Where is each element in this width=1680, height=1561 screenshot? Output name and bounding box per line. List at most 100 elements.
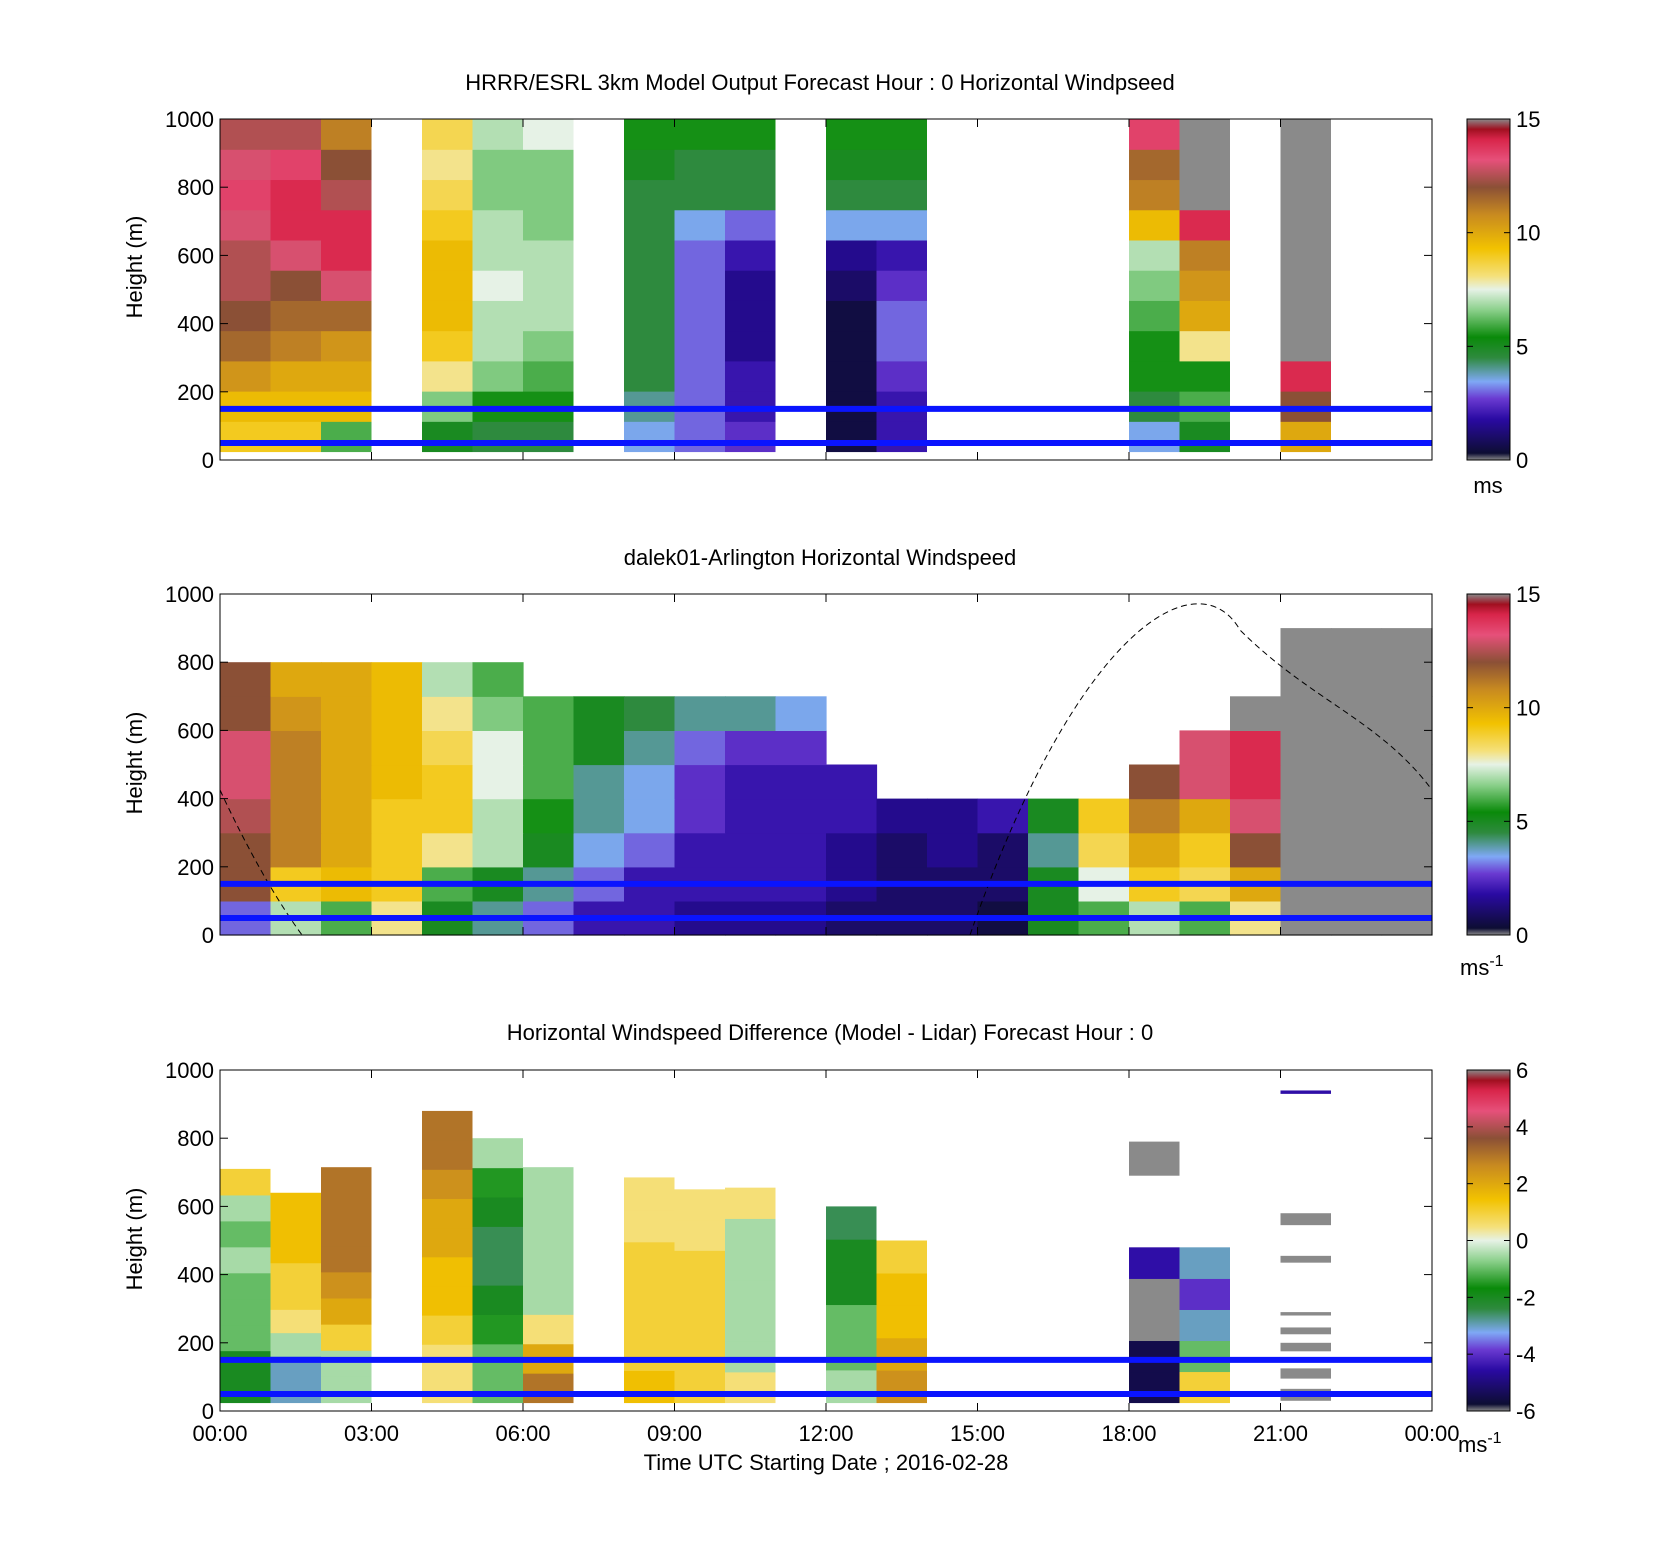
heatmap-cell: [1331, 764, 1383, 800]
heatmap-cell: [321, 798, 373, 834]
heatmap-cell: [220, 179, 271, 211]
heatmap-cell: [422, 730, 474, 766]
heatmap-cell: [1280, 832, 1332, 868]
heatmap-cell: [321, 1167, 372, 1194]
colorbar-tick-label: 0: [1516, 1229, 1528, 1254]
x-tick-label: 06:00: [495, 1421, 550, 1446]
heatmap-patch: [1280, 1368, 1331, 1379]
y-tick-label: 800: [177, 175, 214, 200]
heatmap-cell: [321, 270, 372, 301]
heatmap-cell: [523, 119, 574, 150]
heatmap-cell: [1280, 209, 1331, 241]
heatmap-cell: [826, 149, 877, 181]
heatmap-cell: [573, 730, 625, 766]
heatmap-cell: [725, 1279, 776, 1312]
heatmap-cell: [220, 1324, 271, 1352]
colorbar-tick-label: 5: [1516, 809, 1528, 834]
heatmap-cell: [1381, 730, 1433, 766]
heatmap-cell: [1129, 1309, 1180, 1342]
heatmap-cell: [725, 360, 776, 392]
heatmap-cell: [220, 300, 271, 332]
heatmap-cell: [472, 209, 523, 241]
heatmap-cell: [220, 270, 271, 301]
heatmap-cell: [775, 730, 827, 766]
heatmap-cell: [220, 1194, 271, 1222]
heatmap-cell: [826, 1206, 877, 1240]
heatmap-cell: [472, 1285, 523, 1315]
y-tick-label: 800: [177, 650, 214, 675]
y-tick-label: 1000: [165, 582, 214, 607]
colorbar-tick-label: -6: [1516, 1399, 1536, 1424]
heatmap-cell: [523, 270, 574, 301]
heatmap-cell: [624, 1370, 675, 1404]
heatmap-cell: [876, 1370, 927, 1404]
colorbar-tick-label: 10: [1516, 221, 1540, 246]
heatmap-cell: [725, 1371, 776, 1404]
heatmap-cell: [523, 330, 574, 362]
x-axis-ticks: [219, 1070, 1433, 1411]
heatmap-cell: [624, 270, 675, 301]
heatmap-cell: [523, 239, 574, 271]
heatmap-cell: [1381, 832, 1433, 868]
heatmap-cell: [220, 1272, 271, 1300]
y-axis-label: Height (m): [122, 1188, 147, 1291]
heatmap-cell: [1179, 798, 1231, 834]
heatmap-cell: [523, 832, 575, 868]
heatmap-cell: [220, 1350, 271, 1378]
heatmap-cell: [371, 662, 423, 697]
heatmap-cell: [674, 798, 726, 834]
heatmap-cell: [472, 798, 524, 834]
heatmap-cell: [826, 832, 878, 868]
heatmap-cell: [371, 730, 423, 766]
heatmap-cell: [725, 1218, 776, 1250]
heatmap-cell: [674, 239, 725, 271]
heatmap-cell: [1179, 1309, 1230, 1342]
x-tick-label: 15:00: [950, 1421, 1005, 1446]
heatmap-cell: [321, 764, 373, 800]
heatmap-cell: [1331, 662, 1383, 697]
heatmap-cell: [674, 764, 726, 800]
heatmap-cell: [220, 832, 272, 868]
heatmap-cell: [472, 360, 523, 392]
heatmap-cell: [826, 179, 877, 211]
heatmap-cell: [523, 1314, 574, 1345]
heatmap-cell: [1179, 330, 1230, 362]
heatmap-cell: [472, 1226, 523, 1257]
heatmap-cell: [826, 119, 877, 150]
heatmap-cell: [1179, 730, 1231, 766]
heatmap-cell: [270, 239, 321, 271]
heatmap-cell: [1129, 179, 1180, 211]
heatmap-cell: [523, 209, 574, 241]
heatmap-cell: [624, 832, 676, 868]
heatmap-cell: [624, 119, 675, 150]
heatmap-cell: [1381, 764, 1433, 800]
heatmap-cell: [321, 1245, 372, 1273]
y-tick-label: 200: [177, 855, 214, 880]
heatmap-cell: [321, 1376, 372, 1404]
heatmap-cell: [1129, 209, 1180, 241]
heatmap-cell: [1028, 832, 1080, 868]
heatmap-cell: [876, 300, 927, 332]
heatmap-cell: [1230, 696, 1282, 731]
colorbar-tick-label: 10: [1516, 696, 1540, 721]
heatmap-cell: [321, 1350, 372, 1377]
heatmap-cell: [270, 179, 321, 211]
x-tick-label: 00:00: [192, 1421, 247, 1446]
heatmap-cell: [270, 1309, 321, 1334]
heatmap-cell: [270, 662, 322, 697]
heatmap-cell: [624, 1273, 675, 1307]
heatmap-cell: [270, 209, 321, 241]
colorbar-tick-label: 4: [1516, 1115, 1528, 1140]
heatmap-cell: [1331, 628, 1383, 663]
y-tick-label: 0: [202, 1399, 214, 1424]
heatmap-cell: [573, 832, 625, 868]
heatmap-cell: [270, 1332, 321, 1357]
heatmap-cell: [725, 730, 777, 766]
heatmap-cell: [876, 270, 927, 301]
heatmap-cell: [826, 270, 877, 301]
heatmap-cell: [826, 1304, 877, 1338]
heatmap-cell: [270, 149, 321, 181]
heatmap-cell: [422, 270, 473, 301]
heatmap-cell: [624, 149, 675, 181]
heatmap-cell: [1129, 1340, 1180, 1373]
